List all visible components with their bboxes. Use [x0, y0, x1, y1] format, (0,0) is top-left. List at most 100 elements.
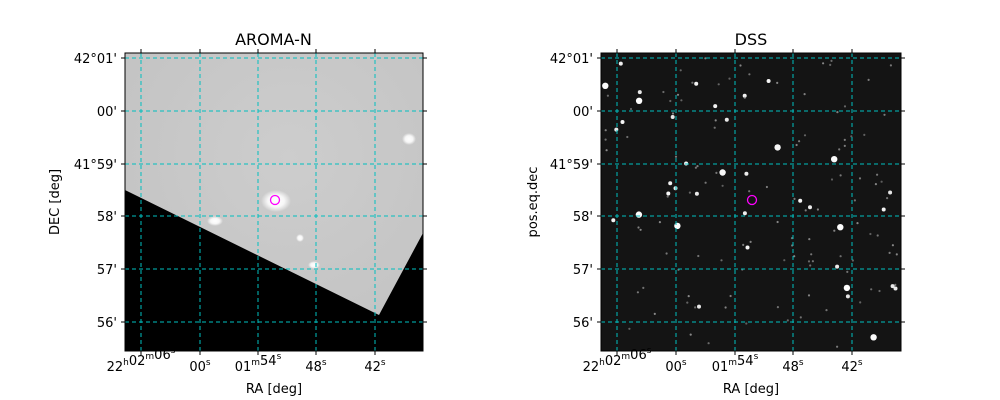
star: [874, 183, 878, 186]
star: [694, 191, 699, 196]
star: [719, 169, 726, 176]
star: [830, 59, 833, 63]
star: [666, 195, 669, 198]
star: [707, 342, 710, 345]
star: [614, 127, 619, 132]
star: [739, 64, 742, 67]
star: [626, 135, 629, 139]
y-tick-label: 00': [573, 105, 593, 120]
star: [831, 156, 838, 163]
star: [636, 291, 640, 294]
star: [635, 97, 643, 105]
star: [774, 144, 781, 151]
star: [811, 260, 815, 263]
star: [891, 244, 895, 247]
star: [803, 134, 807, 137]
star: [843, 144, 846, 147]
star: [628, 327, 631, 330]
star: [888, 251, 891, 254]
x-axis-label: RA [deg]: [246, 382, 302, 397]
star: [720, 259, 723, 262]
star: [694, 166, 698, 169]
star: [742, 93, 747, 98]
star: [604, 129, 607, 132]
star: [889, 64, 893, 67]
star: [808, 205, 812, 210]
star: [804, 209, 807, 212]
star: [618, 61, 623, 66]
star: [776, 81, 779, 84]
star: [696, 165, 699, 168]
star: [674, 222, 681, 230]
panel-title: AROMA-N: [235, 30, 312, 49]
star: [845, 294, 850, 299]
star: [665, 252, 668, 255]
x-tick-label: 42s: [364, 358, 386, 375]
star: [765, 185, 769, 189]
panel-aroma-n: AROMA-N: [48, 30, 427, 397]
star: [668, 181, 673, 186]
star: [798, 198, 803, 203]
star: [639, 228, 642, 231]
star: [803, 93, 806, 96]
x-tick-label: 48s: [305, 358, 327, 375]
star: [810, 253, 813, 256]
plot-frame: [600, 52, 902, 352]
star: [894, 283, 897, 286]
x-tick-label: 00s: [189, 358, 211, 375]
y-tick-label: 42°01': [550, 52, 593, 67]
star: [786, 319, 789, 322]
y-tick-label: 42°01': [74, 52, 117, 67]
y-tick-label: 41°59': [74, 158, 117, 173]
star: [776, 220, 779, 224]
star: [745, 245, 750, 250]
star: [838, 148, 841, 151]
star: [729, 294, 732, 298]
star: [888, 190, 893, 195]
star: [876, 234, 879, 237]
star: [602, 82, 609, 90]
star: [836, 111, 839, 114]
x-tick-label: 01m54s: [235, 352, 282, 375]
star: [687, 295, 690, 298]
tick-marks: [597, 49, 905, 355]
star: [629, 107, 633, 111]
star: [843, 138, 846, 141]
star: [748, 190, 751, 193]
coordinate-grid: [601, 53, 901, 351]
star: [717, 83, 720, 86]
x-tick-label: 22h02m06s: [107, 346, 176, 375]
star: [776, 306, 780, 309]
star: [686, 301, 689, 304]
star: [715, 171, 718, 174]
star: [689, 333, 692, 336]
star: [680, 99, 683, 102]
x-tick-labels: 22h02m06s 00s 01m54s 48s 42s: [107, 346, 386, 375]
star: [878, 289, 881, 293]
star: [829, 63, 832, 66]
x-tick-label: 00s: [665, 358, 687, 375]
star: [798, 140, 801, 143]
y-tick-labels: 42°01' 00' 41°59' 58' 57' 56': [550, 52, 593, 331]
star: [870, 288, 873, 291]
star: [742, 243, 745, 246]
y-axis-label: DEC [deg]: [48, 169, 63, 235]
star: [713, 104, 718, 109]
star: [694, 81, 699, 86]
star: [839, 255, 842, 258]
x-axis-label: RA [deg]: [723, 382, 779, 397]
star: [620, 120, 625, 124]
star: [808, 238, 811, 241]
star: [799, 316, 802, 319]
star: [721, 184, 724, 187]
star: [843, 284, 851, 292]
star: [809, 264, 812, 267]
target-marker: [269, 194, 281, 206]
star: [837, 224, 844, 231]
coordinate-grid: [125, 53, 423, 351]
tick-marks: [121, 49, 427, 355]
star: [895, 253, 898, 256]
star: [605, 149, 608, 152]
star: [850, 135, 853, 138]
star: [662, 90, 665, 94]
